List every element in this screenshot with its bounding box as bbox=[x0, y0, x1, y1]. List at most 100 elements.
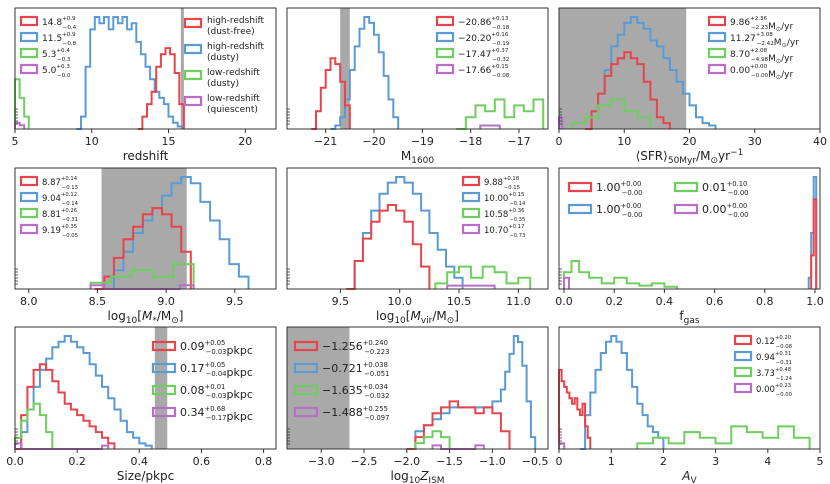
legend-label: high-redshift bbox=[207, 16, 265, 26]
x-axis-label: fgas bbox=[679, 309, 699, 326]
legend-label: (dusty) bbox=[207, 53, 239, 63]
series-blue bbox=[406, 335, 537, 450]
x-tick-label: 9.5 bbox=[226, 295, 244, 308]
legend-entry: −1.488+0.255 −0.097 bbox=[293, 405, 389, 422]
legend-label: 10.00+0.15 −0.14 bbox=[484, 192, 526, 207]
shaded-region bbox=[287, 327, 350, 449]
x-tick-label: −17 bbox=[507, 135, 530, 148]
legend-entry: high-redshift(dust-free) bbox=[183, 16, 265, 37]
legend-swatch bbox=[183, 43, 203, 55]
legend-entry: 10.00+0.15 −0.14 bbox=[461, 191, 526, 207]
x-tick-label: 20 bbox=[238, 135, 252, 148]
legend-swatch bbox=[19, 207, 39, 219]
x-axis-label: log10[M*/M⊙] bbox=[108, 309, 184, 326]
axes-frame bbox=[558, 326, 821, 450]
x-tick-label: 0 bbox=[556, 135, 563, 148]
legend-swatch bbox=[733, 382, 753, 394]
x-tick-label: −19 bbox=[411, 135, 434, 148]
legend-swatch bbox=[707, 31, 727, 43]
x-axis-label: M1600 bbox=[401, 149, 435, 166]
legend-entry: 14.8+0.9 −0.4 bbox=[19, 15, 77, 31]
legend-label: 0.09+0.05 −0.03pkpc bbox=[180, 339, 253, 357]
axes-frame bbox=[558, 167, 821, 290]
legend-entry: 0.12+0.20 −0.08 bbox=[733, 334, 792, 350]
legend-label: 1.00+0.00 −0.00 bbox=[596, 202, 643, 219]
x-axis-label: Size/pkpc bbox=[117, 469, 174, 483]
x-tick-label: 30 bbox=[748, 135, 762, 148]
legend-entry: −1.635+0.034 −0.032 bbox=[293, 383, 389, 400]
x-tick-label: 8.0 bbox=[20, 295, 38, 308]
legend-entry: −20.20+0.16 −0.19 bbox=[435, 31, 510, 47]
legend-entry: 8.87+0.14 −0.13 bbox=[19, 175, 78, 191]
legend-label: 11.27+3.08 −2.42M⊙/yr bbox=[730, 32, 799, 49]
series-blue bbox=[76, 16, 184, 130]
x-tick-label: 0.0 bbox=[6, 455, 24, 468]
legend-label: 14.8+0.9 −0.4 bbox=[42, 16, 77, 31]
x-tick-label: 5 bbox=[817, 455, 824, 468]
legend-swatch bbox=[435, 47, 455, 59]
series-purple bbox=[14, 442, 110, 450]
series-blue bbox=[807, 176, 818, 289]
legend-entry: 1.00+0.00 −0.00 bbox=[567, 202, 643, 219]
legend-swatch bbox=[151, 384, 177, 396]
series-purple bbox=[563, 276, 570, 289]
shaded-region bbox=[180, 8, 184, 129]
legend-label: −20.20+0.16 −0.19 bbox=[458, 32, 510, 47]
legend-swatch bbox=[733, 334, 753, 346]
x-tick-label: −20 bbox=[362, 135, 385, 148]
legend-swatch bbox=[19, 191, 39, 203]
x-tick-label: 10 bbox=[85, 135, 99, 148]
legend-entry: 3.73+0.48 −1.24 bbox=[733, 366, 793, 382]
x-tick-label: 10.5 bbox=[447, 295, 472, 308]
x-tick-label: 8.5 bbox=[89, 295, 107, 308]
legend-swatch bbox=[293, 362, 319, 374]
legend-label: 1.00+0.00 −0.00 bbox=[596, 180, 643, 197]
panel-mvir: 9.5 10.0 10.5 11.0 log10[Mvir/M⊙] 9.88+0.18 −0… bbox=[286, 167, 549, 326]
x-tick-label: 40 bbox=[813, 135, 827, 148]
legend-label: 9.86+2.36 −2.23M⊙/yr bbox=[730, 16, 793, 33]
x-axis-label: redshift bbox=[123, 149, 169, 163]
legend-swatch bbox=[707, 63, 727, 75]
shaded-region bbox=[340, 8, 350, 129]
x-tick-label: 0.8 bbox=[756, 295, 774, 308]
x-tick-label: 1 bbox=[608, 455, 615, 468]
series-red bbox=[94, 207, 192, 290]
legend-swatch bbox=[673, 203, 699, 215]
axes-frame bbox=[14, 7, 277, 130]
legend-swatch bbox=[733, 366, 753, 378]
legend-swatch bbox=[19, 47, 39, 59]
series-blue bbox=[585, 16, 717, 130]
legend-swatch bbox=[293, 406, 319, 418]
legend-label: 3.73+0.48 −1.24 bbox=[756, 367, 793, 382]
series-green bbox=[563, 260, 678, 289]
legend-swatch bbox=[461, 223, 481, 235]
x-tick-label: 0 bbox=[556, 455, 563, 468]
legend-label: 9.88+0.18 −0.15 bbox=[484, 176, 520, 191]
x-tick-label: 2 bbox=[660, 455, 667, 468]
legend-label: 0.01+0.10 −0.00 bbox=[702, 180, 749, 197]
legend-swatch bbox=[183, 17, 203, 29]
axes-frame bbox=[14, 167, 277, 290]
legend-swatch bbox=[673, 181, 699, 193]
legend-swatch bbox=[183, 95, 203, 107]
legend-label: 0.00+0.00 −0.00M⊙/yr bbox=[730, 64, 793, 81]
legend-entry: 5.3+0.4 −0.3 bbox=[19, 47, 71, 63]
legend-entry: 11.5+0.9 −0.8 bbox=[19, 31, 77, 47]
series-green bbox=[414, 430, 451, 449]
series-green bbox=[636, 425, 811, 449]
x-axis-label: ⟨SFR⟩50Myr/M⊙yr−1 bbox=[636, 148, 744, 166]
series-green bbox=[434, 265, 532, 289]
legend-entry: −17.66+0.15 −0.08 bbox=[435, 63, 510, 79]
axes-frame bbox=[14, 326, 277, 450]
x-tick-label: 9.5 bbox=[332, 295, 350, 308]
series-red bbox=[311, 57, 351, 130]
legend-entry: high-redshift(dusty) bbox=[183, 42, 265, 63]
legend-entry: 10.70+0.17 −0.73 bbox=[461, 223, 525, 239]
panel-size: 0.0 0.2 0.4 0.6 0.8 Size/pkpc 0.09+0.05 −0.03pk… bbox=[6, 326, 277, 483]
legend-label: 8.87+0.14 −0.13 bbox=[42, 176, 78, 191]
series-blue bbox=[104, 176, 250, 290]
legend-label: 0.34+0.68 −0.17pkpc bbox=[180, 405, 253, 423]
x-tick-label: 11.0 bbox=[506, 295, 531, 308]
legend-swatch bbox=[19, 223, 39, 235]
